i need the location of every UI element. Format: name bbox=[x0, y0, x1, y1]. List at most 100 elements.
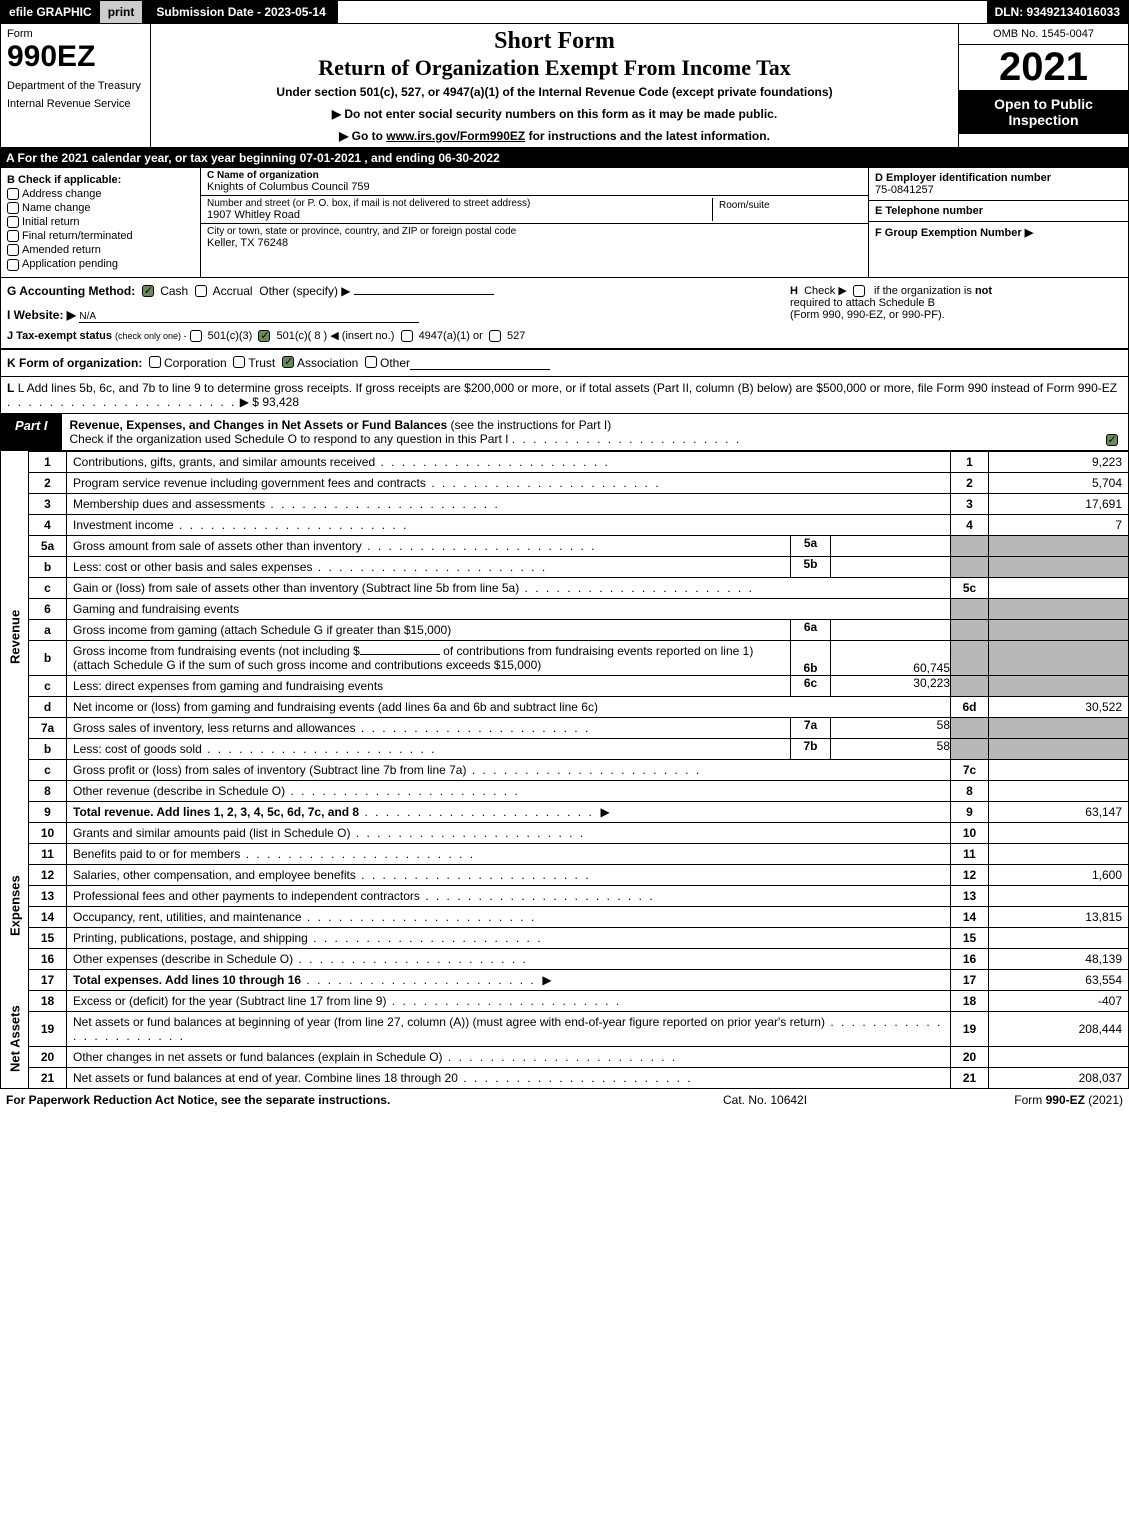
cb-other[interactable] bbox=[365, 356, 377, 368]
instruction-2: ▶ Go to www.irs.gov/Form990EZ for instru… bbox=[161, 129, 948, 143]
omb-number: OMB No. 1545-0047 bbox=[959, 24, 1128, 45]
cb-application-pending[interactable]: Application pending bbox=[7, 258, 194, 270]
form-subtitle: Under section 501(c), 527, or 4947(a)(1)… bbox=[161, 85, 948, 99]
ein-label: D Employer identification number bbox=[875, 172, 1122, 184]
irs-link[interactable]: www.irs.gov/Form990EZ bbox=[386, 129, 525, 143]
short-form-title: Short Form bbox=[161, 28, 948, 55]
phone-label: E Telephone number bbox=[875, 205, 1122, 217]
line-text: Total expenses. Add lines 10 through 16 … bbox=[67, 969, 951, 990]
sub-box: 6b bbox=[790, 641, 830, 675]
sub-box: 7a bbox=[790, 718, 830, 738]
form-header: Form 990EZ Department of the Treasury In… bbox=[0, 24, 1129, 148]
line-7b-cell: Less: cost of goods sold7b58 bbox=[67, 738, 951, 759]
line-num: 17 bbox=[29, 969, 67, 990]
cb-final-return[interactable]: Final return/terminated bbox=[7, 230, 194, 242]
line-num: 19 bbox=[29, 1011, 67, 1046]
line-box: 16 bbox=[951, 948, 989, 969]
h-text1: Check ▶ bbox=[804, 285, 847, 297]
line-text: Other revenue (describe in Schedule O) bbox=[67, 780, 951, 801]
line-text: Membership dues and assessments bbox=[67, 493, 951, 514]
website-value: N/A bbox=[79, 311, 419, 323]
cb-amended-return[interactable]: Amended return bbox=[7, 244, 194, 256]
header-right: OMB No. 1545-0047 2021 Open to Public In… bbox=[958, 24, 1128, 147]
g-other-input[interactable] bbox=[354, 294, 494, 295]
org-name-label: C Name of organization bbox=[207, 170, 862, 181]
part1-header: Part I Revenue, Expenses, and Changes in… bbox=[0, 414, 1129, 451]
shade-cell bbox=[989, 535, 1129, 556]
line-num: b bbox=[29, 738, 67, 759]
org-block: C Name of organization Knights of Columb… bbox=[201, 168, 868, 277]
cb-cash[interactable] bbox=[142, 285, 154, 297]
cb-501c3[interactable] bbox=[190, 330, 202, 342]
line-text: Other changes in net assets or fund bala… bbox=[67, 1046, 951, 1067]
line-amount: 7 bbox=[989, 514, 1129, 535]
footer-formref: Form 990-EZ (2021) bbox=[923, 1093, 1123, 1107]
line-num: 21 bbox=[29, 1067, 67, 1088]
instr2-pre: ▶ Go to bbox=[339, 129, 386, 143]
h-label: H bbox=[790, 285, 798, 297]
line-box: 17 bbox=[951, 969, 989, 990]
line-5a-cell: Gross amount from sale of assets other t… bbox=[67, 535, 951, 556]
sub-box: 5b bbox=[790, 557, 830, 577]
shade-cell bbox=[989, 675, 1129, 696]
line-box: 19 bbox=[951, 1011, 989, 1046]
sub-amount bbox=[830, 557, 950, 577]
part1-title: Revenue, Expenses, and Changes in Net As… bbox=[62, 414, 1098, 450]
checkbox-column: B Check if applicable: Address change Na… bbox=[1, 168, 201, 277]
line-num: 9 bbox=[29, 801, 67, 822]
h-block: H Check ▶ if the organization is not req… bbox=[782, 284, 1122, 342]
print-button[interactable]: print bbox=[100, 1, 145, 23]
meta-row-k: K Form of organization: Corporation Trus… bbox=[0, 349, 1129, 377]
cb-assoc[interactable] bbox=[282, 356, 294, 368]
line-text: Grants and similar amounts paid (list in… bbox=[67, 822, 951, 843]
sub-amount: 30,223 bbox=[830, 676, 950, 696]
line-text: Occupancy, rent, utilities, and maintena… bbox=[67, 906, 951, 927]
line-amount: 1,600 bbox=[989, 864, 1129, 885]
line-amount: 9,223 bbox=[989, 451, 1129, 472]
line-box: 10 bbox=[951, 822, 989, 843]
line-num: 6 bbox=[29, 598, 67, 619]
cb-initial-return[interactable]: Initial return bbox=[7, 216, 194, 228]
header-left: Form 990EZ Department of the Treasury In… bbox=[1, 24, 151, 147]
line-text: Investment income bbox=[67, 514, 951, 535]
line-text: Excess or (deficit) for the year (Subtra… bbox=[67, 990, 951, 1011]
line-box: 4 bbox=[951, 514, 989, 535]
line-num: 7a bbox=[29, 717, 67, 738]
cb-527[interactable] bbox=[489, 330, 501, 342]
line-text: Net assets or fund balances at end of ye… bbox=[67, 1067, 951, 1088]
line-num: 1 bbox=[29, 451, 67, 472]
line-num: 5a bbox=[29, 535, 67, 556]
k-other-input[interactable] bbox=[410, 356, 550, 370]
cb-corp[interactable] bbox=[149, 356, 161, 368]
line-text: Gross profit or (loss) from sales of inv… bbox=[67, 759, 951, 780]
shade-cell bbox=[989, 640, 1129, 675]
submission-date: Submission Date - 2023-05-14 bbox=[144, 1, 337, 23]
line-box: 18 bbox=[951, 990, 989, 1011]
l-arrow: ▶ $ bbox=[240, 395, 259, 409]
sub-box: 5a bbox=[790, 536, 830, 556]
dln-label: DLN: 93492134016033 bbox=[987, 1, 1128, 23]
cb-trust[interactable] bbox=[233, 356, 245, 368]
tax-year: 2021 bbox=[959, 45, 1128, 90]
line-text: Net assets or fund balances at beginning… bbox=[67, 1011, 951, 1046]
h-not: not bbox=[975, 285, 992, 297]
right-block: D Employer identification number 75-0841… bbox=[868, 168, 1128, 277]
cb-h[interactable] bbox=[853, 285, 865, 297]
meta-row-g: G Accounting Method: Cash Accrual Other … bbox=[0, 278, 1129, 349]
line-amount bbox=[989, 885, 1129, 906]
sub-box: 7b bbox=[790, 739, 830, 759]
line-box: 1 bbox=[951, 451, 989, 472]
line-6c-cell: Less: direct expenses from gaming and fu… bbox=[67, 675, 951, 696]
cb-4947[interactable] bbox=[401, 330, 413, 342]
line-amount bbox=[989, 780, 1129, 801]
cb-name-change[interactable]: Name change bbox=[7, 202, 194, 214]
cb-accrual[interactable] bbox=[195, 285, 207, 297]
cb-501c[interactable] bbox=[258, 330, 270, 342]
line-box: 8 bbox=[951, 780, 989, 801]
inspection-badge: Open to Public Inspection bbox=[959, 90, 1128, 134]
cb-address-change[interactable]: Address change bbox=[7, 188, 194, 200]
part1-checkbox[interactable] bbox=[1098, 414, 1128, 450]
line-num: 8 bbox=[29, 780, 67, 801]
footer-catno: Cat. No. 10642I bbox=[723, 1093, 923, 1107]
shade-cell bbox=[951, 619, 989, 640]
